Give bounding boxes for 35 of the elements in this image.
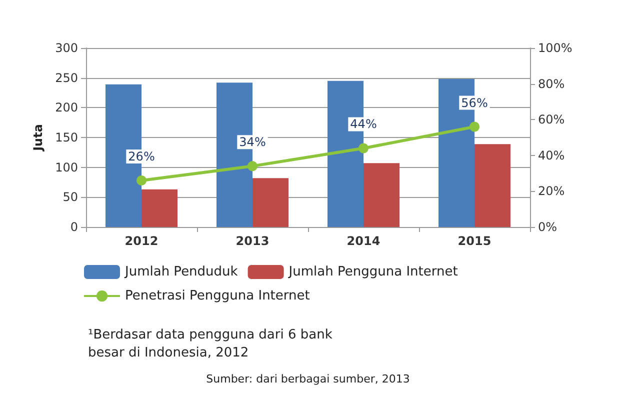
data-label: 56% [461, 96, 488, 110]
y-tick-label: 200 [55, 100, 78, 115]
bar [142, 189, 178, 227]
legend-label: Jumlah Pengguna Internet [288, 264, 458, 280]
y-tick-label: 0 [70, 220, 78, 234]
point [470, 122, 480, 132]
x-tick-label: 2015 [458, 234, 492, 248]
y-tick-label: 150 [55, 130, 78, 144]
y2-tick-label: 100% [538, 41, 572, 55]
text: Sumber: dari berbagai sumber, 2013 [206, 372, 410, 386]
y2-tick-label: 60% [538, 112, 565, 127]
text: ¹Berdasar data pengguna dari 6 bank besar di Indonesia, 2012 [88, 328, 333, 360]
bar [252, 178, 288, 227]
y-tick-label: 250 [55, 70, 78, 85]
data-label: 26% [128, 149, 155, 164]
y-tick-label: 300 [55, 41, 78, 55]
bar [474, 144, 510, 227]
x-tick-label: 2013 [236, 234, 270, 248]
data-label: 34% [239, 135, 266, 150]
x-tick-label: 2012 [124, 234, 158, 248]
point [136, 175, 146, 186]
point [358, 143, 368, 154]
data-label: 44% [350, 117, 377, 132]
y-axis-title: Juta [31, 124, 45, 152]
x-tick-label: 2014 [346, 234, 380, 248]
legend-label: Penetrasi Pengguna Internet [125, 288, 310, 304]
y2-tick-label: 20% [538, 184, 565, 198]
y2-tick-label: 0% [538, 220, 558, 234]
y-tick-label: 100 [55, 160, 78, 174]
point [248, 161, 258, 172]
bar [364, 163, 400, 227]
y2-tick-label: 40% [538, 148, 565, 162]
y2-tick-label: 80% [538, 76, 565, 91]
y-tick-label: 50 [62, 190, 78, 204]
legend-label: Jumlah Penduduk [124, 264, 238, 280]
